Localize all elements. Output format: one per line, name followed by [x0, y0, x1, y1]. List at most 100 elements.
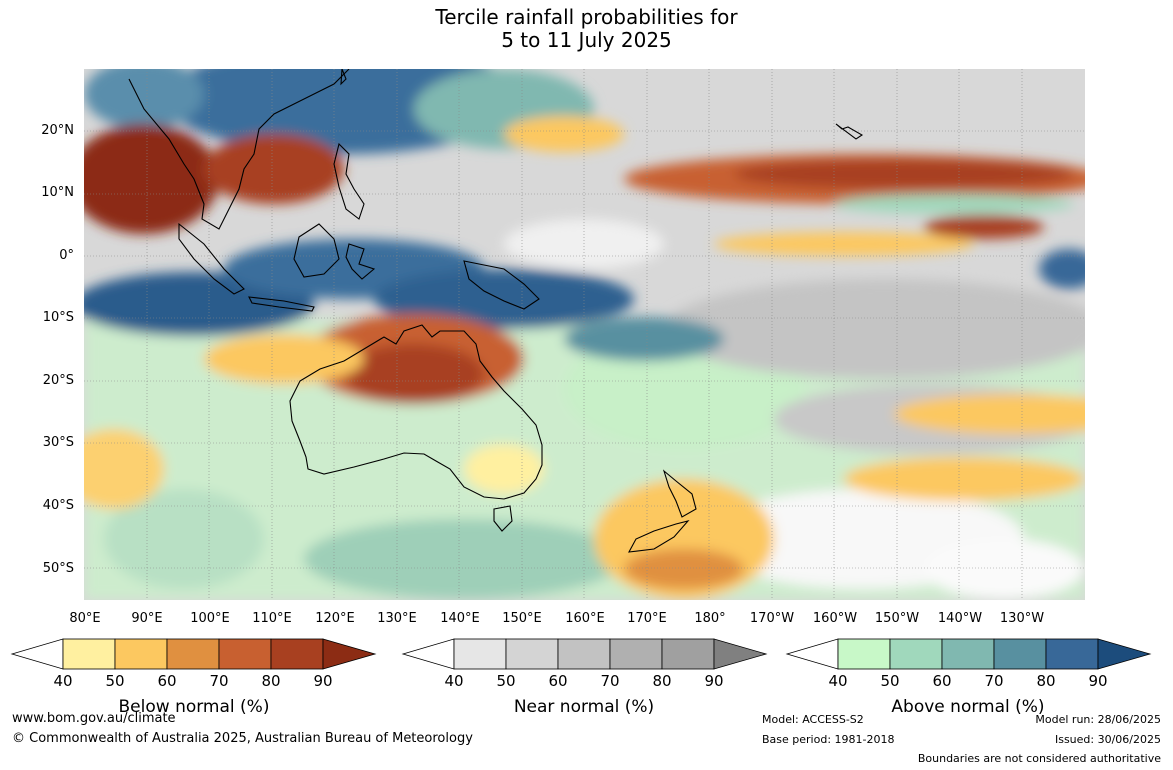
- legend-tick-label: 60: [548, 672, 568, 690]
- legend-tick-label: 90: [313, 672, 333, 690]
- lon-label: 150°W: [874, 611, 920, 626]
- dry-region-australia: [204, 334, 364, 384]
- wet-region-north: [84, 69, 204, 129]
- website-link[interactable]: www.bom.gov.au/climate: [12, 711, 176, 726]
- legend-tick-label: 50: [880, 672, 900, 690]
- dry-region-australia: [344, 344, 484, 404]
- disclaimer-text: Boundaries are not considered authoritat…: [917, 752, 1161, 765]
- legend-tick-label: 40: [828, 672, 848, 690]
- legend-arrow-high: [322, 638, 377, 670]
- wet-region-equator: [564, 317, 724, 361]
- sumatra-coast: [178, 222, 245, 295]
- dry-region-pacific: [844, 457, 1084, 501]
- copyright-text: © Commonwealth of Australia 2025, Austra…: [12, 731, 473, 746]
- probability-map: [84, 69, 1085, 600]
- new-guinea-coast: [463, 260, 540, 310]
- legend-tick-label: 90: [704, 672, 724, 690]
- legend-above-normal: [785, 638, 1152, 670]
- lon-label: 110°E: [252, 611, 292, 626]
- lon-label: 130°E: [377, 611, 417, 626]
- lon-label: 170°W: [749, 611, 795, 626]
- hawaii-coast: [835, 123, 864, 140]
- lon-label: 130°W: [999, 611, 1045, 626]
- dry-region-asia: [84, 124, 219, 234]
- lat-label: 20°N: [41, 123, 74, 138]
- legend-tick-label: 50: [496, 672, 516, 690]
- legend-swatch: [270, 638, 324, 670]
- lat-label: 20°S: [42, 373, 74, 388]
- dry-region-pacific: [894, 394, 1085, 434]
- legend-swatch: [889, 638, 943, 670]
- legend-tick-label: 60: [157, 672, 177, 690]
- lon-label: 140°W: [937, 611, 983, 626]
- model-run-text: Model run: 28/06/2025: [1035, 713, 1161, 726]
- dry-region-west: [84, 429, 164, 509]
- dry-region-itcz: [734, 159, 1074, 189]
- legend-title-above: Above normal (%): [891, 697, 1045, 717]
- lat-label: 40°S: [42, 498, 74, 513]
- legend-title-below: Below normal (%): [118, 697, 270, 717]
- lat-label: 10°S: [42, 310, 74, 325]
- model-text: Model: ACCESS-S2: [762, 713, 864, 726]
- legend-swatch: [62, 638, 116, 670]
- legend-tick-label: 40: [444, 672, 464, 690]
- legend-swatch: [166, 638, 220, 670]
- legend-swatch: [557, 638, 611, 670]
- legend-title-near: Near normal (%): [513, 697, 655, 717]
- legend-swatch: [453, 638, 507, 670]
- wet-region-equator: [374, 269, 634, 329]
- above-normal-region: [104, 489, 264, 589]
- legend-tick-label: 70: [984, 672, 1004, 690]
- lat-label: 10°N: [41, 185, 74, 200]
- lat-label: 0°: [59, 248, 74, 263]
- above-normal-region: [304, 519, 624, 599]
- legend-swatch: [505, 638, 559, 670]
- legend-below-normal: [10, 638, 377, 670]
- legend-tick-label: 90: [1088, 672, 1108, 690]
- lon-label: 120°E: [315, 611, 355, 626]
- legend-swatch: [114, 638, 168, 670]
- legend-arrow-low: [401, 638, 455, 670]
- legend-tick-label: 40: [53, 672, 73, 690]
- legend-tick-label: 70: [600, 672, 620, 690]
- lon-label: 140°E: [440, 611, 480, 626]
- lon-label: 100°E: [190, 611, 230, 626]
- legend-arrow-low: [785, 638, 839, 670]
- lon-label: 180°: [694, 611, 726, 626]
- wet-region-pacific: [834, 194, 1074, 214]
- legend-arrow-high: [713, 638, 768, 670]
- philippines-coast: [333, 142, 365, 220]
- lon-label: 160°W: [812, 611, 858, 626]
- legend-swatch: [837, 638, 891, 670]
- legend-swatch: [1045, 638, 1099, 670]
- asia-mainland-coast: [128, 69, 350, 230]
- legend-swatch: [218, 638, 272, 670]
- legend-swatch: [993, 638, 1047, 670]
- dry-region-itcz: [714, 232, 974, 256]
- dry-region-itcz: [504, 116, 624, 152]
- new-zealand-south-coast: [628, 520, 690, 553]
- legend-tick-label: 70: [209, 672, 229, 690]
- dry-region-asia: [204, 134, 344, 204]
- legend-tick-label: 50: [105, 672, 125, 690]
- australia-coast: [289, 324, 543, 500]
- taiwan-coast: [340, 69, 347, 86]
- dry-region-tasman: [624, 549, 744, 589]
- legend-tick-label: 80: [652, 672, 672, 690]
- lon-label: 90°E: [131, 611, 163, 626]
- legend-tick-label: 60: [932, 672, 952, 690]
- legend-near-normal: [401, 638, 768, 670]
- lon-label: 150°E: [502, 611, 542, 626]
- legend-arrow-low: [10, 638, 64, 670]
- lon-label: 160°E: [565, 611, 605, 626]
- white-region: [924, 539, 1084, 599]
- graticule: [84, 69, 1085, 600]
- dry-region-itcz: [924, 215, 1044, 239]
- dry-region-tasman: [464, 444, 544, 494]
- borneo-coast: [293, 223, 340, 278]
- java-coast: [248, 296, 315, 312]
- lat-label: 50°S: [42, 561, 74, 576]
- map-title-line2: 5 to 11 July 2025: [501, 28, 672, 52]
- new-zealand-north-coast: [662, 469, 697, 518]
- lon-label: 170°E: [627, 611, 667, 626]
